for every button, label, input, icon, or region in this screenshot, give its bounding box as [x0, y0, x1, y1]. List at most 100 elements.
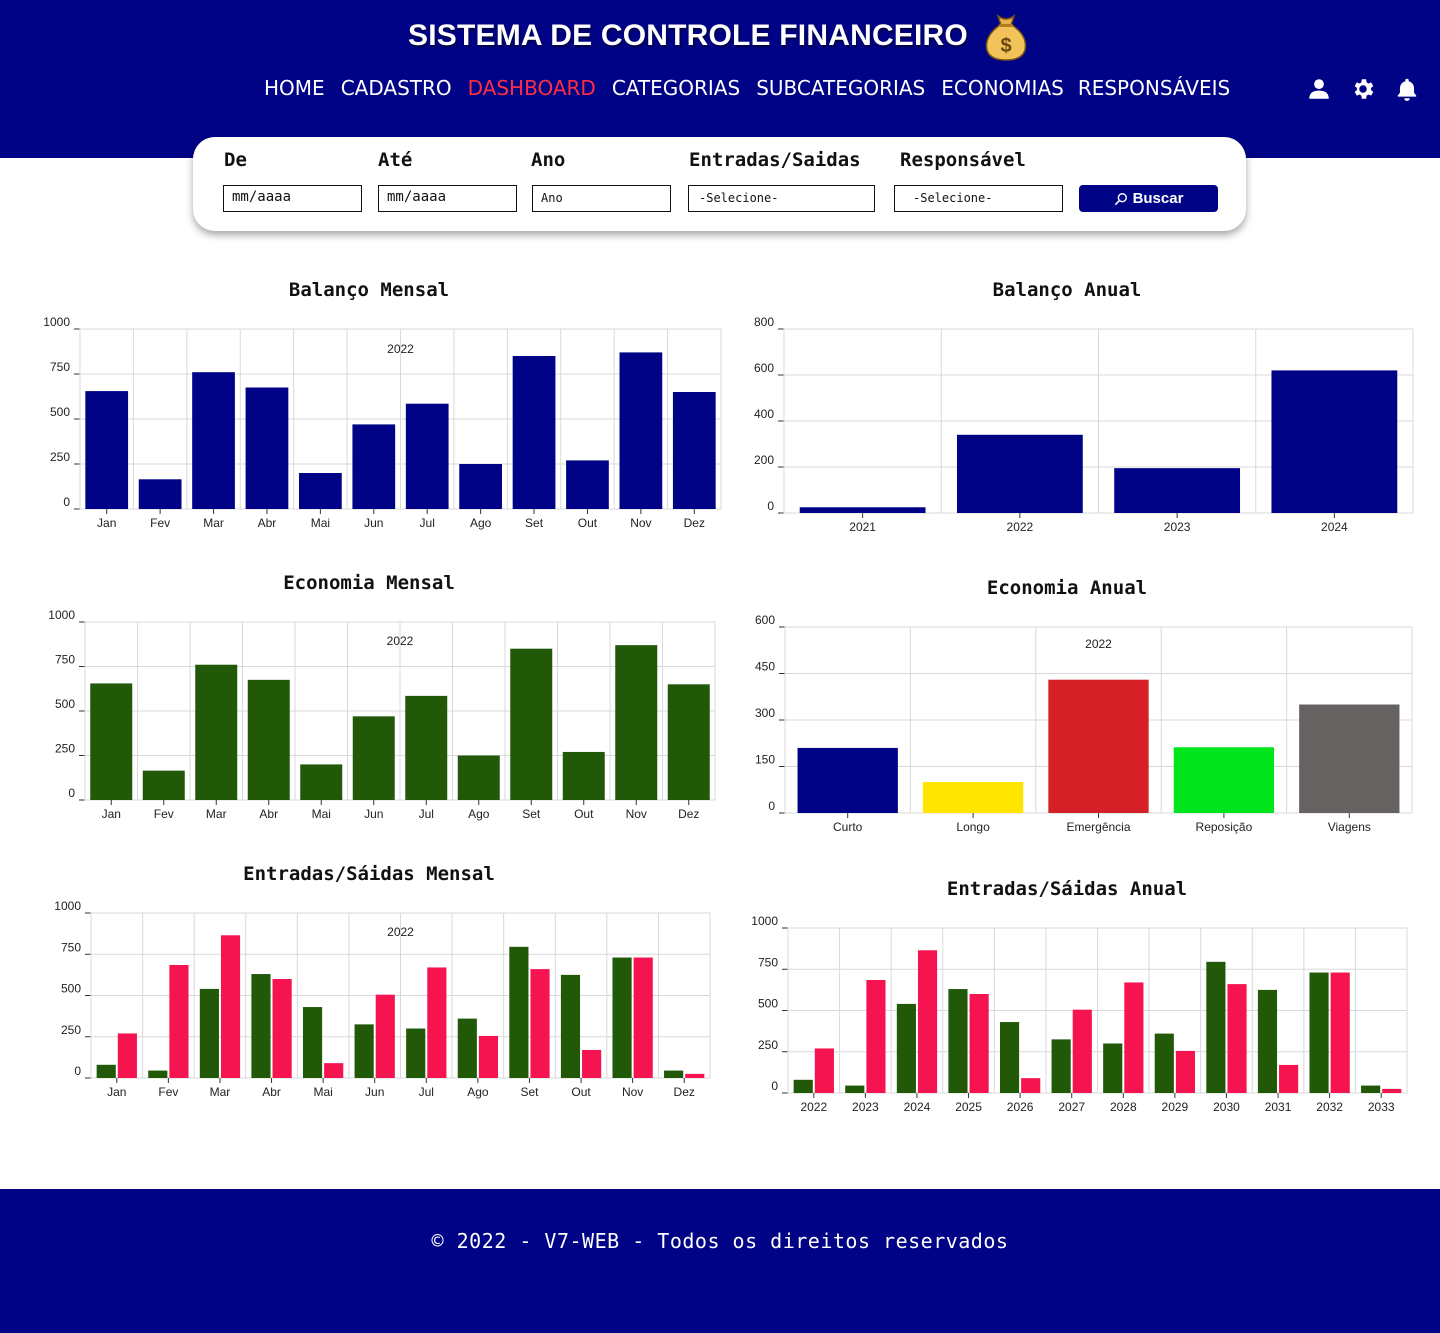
bar[interactable]	[272, 979, 292, 1078]
bar[interactable]	[1330, 972, 1350, 1093]
bar[interactable]	[1227, 984, 1247, 1093]
bar[interactable]	[1021, 1078, 1041, 1093]
bar[interactable]	[247, 679, 290, 800]
de-input[interactable]: mm/aaaa	[223, 185, 362, 212]
bar[interactable]	[922, 782, 1024, 813]
bar[interactable]	[199, 988, 219, 1078]
bar[interactable]	[667, 684, 710, 800]
bar[interactable]	[1382, 1088, 1402, 1093]
bar[interactable]	[510, 648, 553, 800]
bar[interactable]	[799, 507, 926, 513]
bar[interactable]	[509, 946, 529, 1078]
bar[interactable]	[845, 1085, 865, 1093]
bar[interactable]	[324, 1063, 344, 1078]
bar[interactable]	[457, 755, 500, 801]
nav-categorias[interactable]: CATEGORIAS	[611, 76, 741, 100]
gear-icon[interactable]	[1350, 76, 1376, 102]
bar[interactable]	[1309, 972, 1329, 1093]
bar[interactable]	[530, 969, 550, 1078]
bar[interactable]	[615, 645, 658, 800]
bar[interactable]	[375, 994, 395, 1078]
bar[interactable]	[566, 460, 609, 509]
bar[interactable]	[1124, 982, 1144, 1093]
bar[interactable]	[1173, 747, 1275, 813]
bar[interactable]	[117, 1033, 137, 1078]
bar[interactable]	[352, 716, 395, 800]
ano-input[interactable]: Ano	[532, 185, 671, 212]
bar[interactable]	[1103, 1043, 1123, 1094]
bar[interactable]	[478, 1035, 499, 1078]
bar[interactable]	[1361, 1085, 1381, 1093]
bar[interactable]	[1257, 989, 1278, 1093]
bar[interactable]	[1114, 468, 1241, 513]
bar[interactable]	[562, 751, 605, 800]
nav-cadastro[interactable]: CADASTRO	[340, 76, 452, 100]
bar[interactable]	[457, 1018, 477, 1078]
nav-economias[interactable]: ECONOMIAS	[941, 76, 1064, 100]
bar[interactable]	[142, 770, 185, 800]
bar[interactable]	[90, 683, 133, 800]
bar[interactable]	[352, 424, 396, 509]
bar[interactable]	[169, 964, 189, 1078]
x-tick-label: Ago	[470, 516, 492, 530]
entradas-saidas-select[interactable]: -Selecione-	[688, 185, 875, 212]
bar[interactable]	[406, 1028, 426, 1079]
bar[interactable]	[1175, 1050, 1196, 1093]
bar[interactable]	[582, 1049, 602, 1078]
bar[interactable]	[251, 974, 271, 1078]
bar[interactable]	[1154, 1033, 1174, 1093]
bar[interactable]	[999, 1022, 1020, 1093]
bar[interactable]	[1048, 679, 1149, 813]
bar[interactable]	[612, 957, 632, 1078]
bar[interactable]	[866, 979, 886, 1093]
nav-home[interactable]: HOME	[264, 76, 325, 100]
bar[interactable]	[245, 387, 289, 510]
bar[interactable]	[896, 1003, 916, 1093]
bar[interactable]	[948, 989, 968, 1093]
search-button[interactable]: Buscar	[1079, 185, 1218, 212]
nav-subcategorias[interactable]: SUBCATEGORIAS	[756, 76, 926, 100]
bell-icon[interactable]	[1394, 76, 1420, 102]
bar[interactable]	[96, 1064, 116, 1078]
bar[interactable]	[1051, 1039, 1071, 1093]
bar[interactable]	[195, 664, 238, 800]
plot-frame	[84, 621, 716, 801]
bar[interactable]	[1279, 1064, 1299, 1093]
bar[interactable]	[148, 1070, 168, 1078]
bar[interactable]	[619, 352, 663, 509]
bar[interactable]	[814, 1048, 834, 1093]
bar[interactable]	[1072, 1009, 1092, 1093]
bar[interactable]	[797, 747, 898, 813]
bar[interactable]	[459, 464, 502, 509]
bar[interactable]	[969, 994, 989, 1093]
responsavel-select[interactable]: -Selecione-	[894, 185, 1063, 212]
bar[interactable]	[302, 1007, 323, 1078]
bar[interactable]	[405, 695, 448, 800]
bar[interactable]	[1206, 961, 1226, 1093]
nav-responsaveis[interactable]: RESPONSÁVEIS	[1077, 76, 1231, 100]
bar[interactable]	[664, 1070, 684, 1078]
bar[interactable]	[793, 1079, 813, 1093]
bar[interactable]	[85, 391, 129, 509]
bar[interactable]	[192, 372, 235, 509]
bar[interactable]	[138, 479, 182, 509]
bar[interactable]	[299, 473, 342, 509]
bar[interactable]	[560, 974, 581, 1078]
bar[interactable]	[405, 403, 449, 509]
nav-dashboard[interactable]: DASHBOARD	[467, 76, 596, 100]
bar[interactable]	[1299, 704, 1400, 814]
bar[interactable]	[633, 957, 653, 1078]
bar[interactable]	[427, 967, 447, 1078]
ate-input[interactable]: mm/aaaa	[378, 185, 517, 212]
bar[interactable]	[917, 950, 938, 1093]
bar[interactable]	[220, 935, 241, 1078]
bar[interactable]	[685, 1073, 705, 1078]
user-icon[interactable]	[1306, 76, 1332, 102]
bar[interactable]	[672, 392, 716, 509]
bar[interactable]	[956, 434, 1083, 513]
x-tick-label: Dez	[674, 1085, 695, 1099]
bar[interactable]	[512, 356, 556, 509]
bar[interactable]	[1271, 370, 1398, 513]
bar[interactable]	[300, 764, 343, 800]
bar[interactable]	[354, 1024, 374, 1078]
